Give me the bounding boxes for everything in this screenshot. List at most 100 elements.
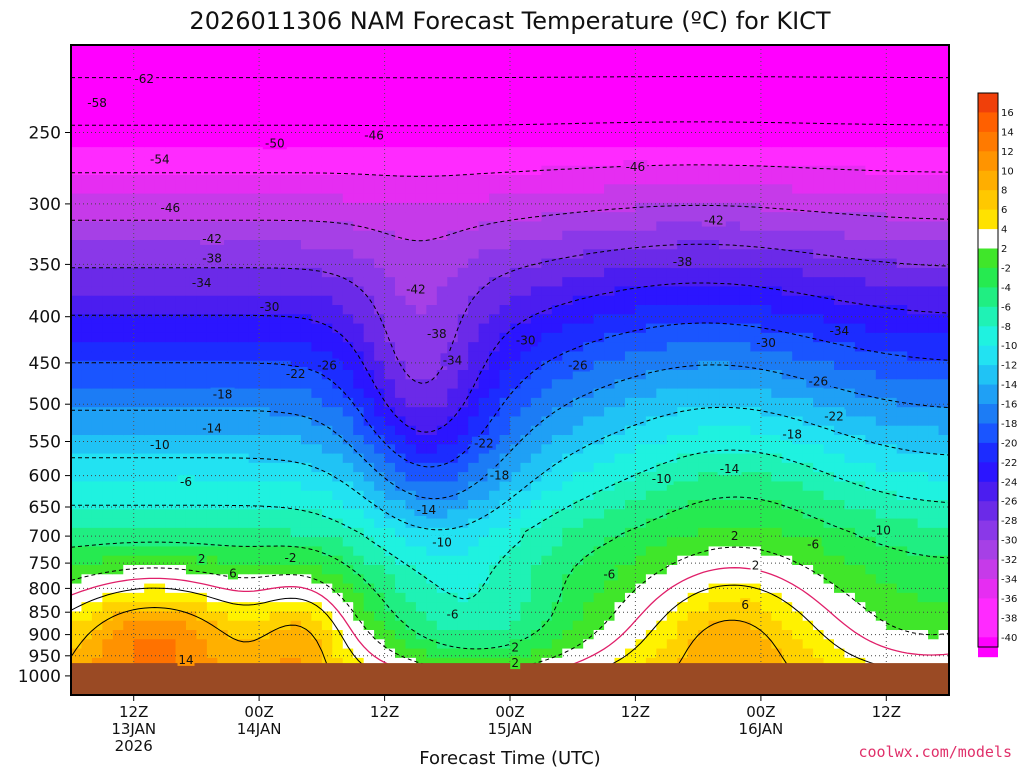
temperature-cell	[802, 397, 814, 408]
temperature-bands	[71, 45, 949, 695]
temperature-cell	[154, 100, 166, 111]
temperature-cell	[321, 72, 333, 83]
temperature-cell	[447, 295, 459, 306]
temperature-cell	[227, 119, 239, 130]
temperature-cell	[510, 249, 522, 260]
temperature-cell	[259, 416, 271, 427]
temperature-cell	[760, 175, 772, 185]
temperature-cell	[248, 314, 260, 325]
temperature-cell	[666, 407, 678, 418]
temperature-cell	[750, 574, 762, 585]
temperature-cell	[541, 212, 553, 223]
temperature-cell	[426, 620, 438, 631]
temperature-cell	[499, 509, 511, 520]
temperature-cell	[185, 639, 198, 650]
temperature-cell	[489, 323, 501, 334]
temperature-cell	[71, 639, 83, 650]
temperature-cell	[332, 91, 344, 102]
temperature-cell	[624, 379, 637, 390]
temperature-cell	[771, 54, 783, 65]
temperature-cell	[112, 509, 124, 520]
temperature-cell	[624, 435, 637, 445]
temperature-cell	[624, 295, 637, 306]
temperature-cell	[321, 267, 333, 278]
temperature-cell	[708, 165, 720, 176]
temperature-cell	[656, 267, 668, 278]
temperature-cell	[91, 602, 103, 613]
temperature-cell	[572, 444, 584, 455]
temperature-cell	[321, 370, 333, 380]
temperature-cell	[499, 546, 511, 557]
temperature-cell	[687, 500, 699, 510]
temperature-cell	[708, 277, 720, 288]
temperature-cell	[353, 63, 365, 74]
temperature-cell	[813, 128, 825, 139]
temperature-cell	[551, 267, 563, 278]
temperature-cell	[217, 472, 229, 483]
temperature-cell	[300, 416, 312, 427]
temperature-cell	[530, 137, 542, 148]
temperature-cell	[750, 147, 762, 158]
temperature-cell	[300, 249, 312, 260]
temperature-cell	[499, 193, 511, 204]
temperature-cell	[447, 462, 459, 473]
temperature-cell	[154, 657, 166, 668]
temperature-cell	[719, 611, 731, 622]
temperature-cell	[530, 537, 542, 548]
temperature-cell	[395, 351, 407, 362]
temperature-cell	[175, 193, 187, 204]
temperature-cell	[604, 193, 616, 204]
temperature-cell	[572, 119, 584, 130]
temperature-cell	[687, 147, 699, 158]
temperature-cell	[645, 175, 657, 185]
temperature-cell	[196, 592, 208, 603]
temperature-cell	[551, 472, 563, 483]
temperature-cell	[144, 286, 156, 297]
temperature-cell	[562, 147, 574, 158]
temperature-cell	[750, 110, 762, 120]
temperature-cell	[384, 128, 396, 139]
temperature-cell	[196, 45, 208, 55]
temperature-cell	[342, 100, 354, 111]
temperature-cell	[781, 277, 793, 288]
temperature-cell	[342, 230, 354, 241]
temperature-cell	[499, 277, 511, 288]
temperature-cell	[792, 462, 804, 473]
temperature-cell	[196, 611, 208, 622]
temperature-cell	[91, 110, 103, 120]
temperature-cell	[729, 472, 741, 483]
temperature-cell	[510, 379, 522, 390]
temperature-cell	[593, 509, 605, 520]
temperature-cell	[175, 267, 187, 278]
temperature-cell	[499, 342, 511, 353]
temperature-cell	[217, 175, 229, 185]
temperature-cell	[614, 128, 626, 139]
temperature-cell	[551, 323, 563, 334]
temperature-cell	[468, 82, 480, 93]
temperature-cell	[624, 565, 637, 575]
temperature-cell	[572, 583, 584, 594]
temperature-cell	[530, 518, 542, 529]
temperature-cell	[259, 249, 271, 260]
temperature-cell	[185, 45, 198, 55]
temperature-cell	[624, 230, 637, 241]
temperature-cell	[614, 565, 626, 575]
temperature-cell	[81, 574, 93, 585]
temperature-cell	[739, 342, 751, 353]
temperature-cell	[133, 267, 145, 278]
temperature-cell	[687, 100, 699, 111]
temperature-cell	[353, 54, 365, 65]
temperature-cell	[708, 602, 720, 613]
temperature-cell	[530, 351, 542, 362]
temperature-cell	[551, 490, 563, 501]
temperature-cell	[321, 620, 333, 631]
temperature-cell	[81, 565, 93, 575]
temperature-cell	[290, 82, 302, 93]
temperature-cell	[206, 156, 218, 167]
temperature-cell	[520, 565, 532, 575]
temperature-cell	[175, 156, 187, 167]
temperature-cell	[813, 175, 825, 185]
temperature-cell	[290, 240, 302, 250]
temperature-cell	[300, 574, 312, 585]
temperature-cell	[342, 110, 354, 120]
